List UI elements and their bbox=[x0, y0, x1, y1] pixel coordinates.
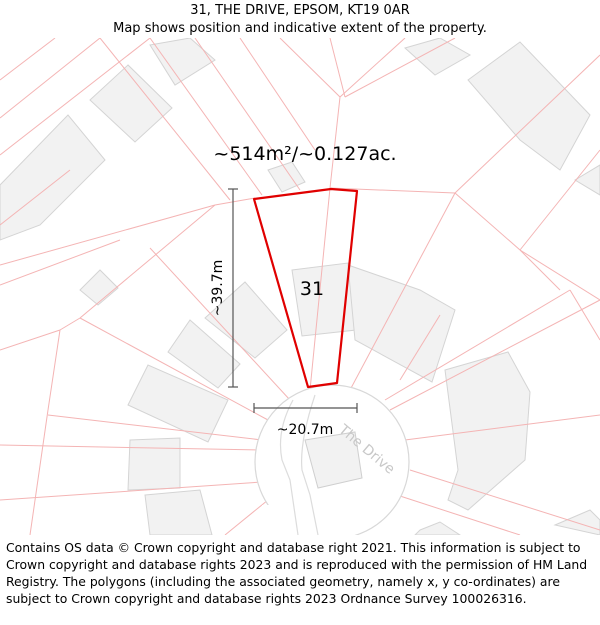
property-boundary[interactable] bbox=[252, 187, 359, 389]
copyright-notice: Contains OS data © Crown copyright and d… bbox=[6, 540, 588, 606]
road: The Drive bbox=[254, 384, 410, 535]
building bbox=[574, 164, 600, 196]
header: 31, THE DRIVE, EPSOM, KT19 0AR Map shows… bbox=[0, 0, 600, 38]
height-dimension bbox=[228, 188, 238, 388]
island bbox=[304, 431, 363, 489]
building bbox=[149, 38, 216, 86]
width-label: ~20.7m bbox=[277, 422, 334, 438]
building bbox=[267, 161, 306, 193]
building bbox=[127, 364, 229, 443]
height-label: ~39.7m bbox=[210, 260, 226, 317]
map-subtitle: Map shows position and indicative extent… bbox=[113, 21, 487, 36]
map-canvas: The Drive ~514m²/~0.127ac. 31 ~39.7m ~20… bbox=[0, 38, 600, 535]
building bbox=[403, 38, 472, 76]
area-label: ~514m²/~0.127ac. bbox=[213, 143, 396, 165]
building bbox=[467, 41, 591, 171]
house-number: 31 bbox=[300, 278, 324, 300]
buildings bbox=[0, 38, 600, 535]
building bbox=[204, 281, 288, 359]
building bbox=[89, 64, 173, 143]
building bbox=[144, 489, 213, 535]
building bbox=[79, 269, 119, 306]
boundaries bbox=[0, 38, 600, 535]
building bbox=[414, 521, 461, 535]
building bbox=[0, 114, 106, 241]
building bbox=[444, 351, 531, 511]
map-view[interactable]: The Drive ~514m²/~0.127ac. 31 ~39.7m ~20… bbox=[0, 38, 600, 535]
building bbox=[167, 319, 241, 389]
building bbox=[127, 437, 181, 491]
width-dimension bbox=[253, 403, 358, 413]
building bbox=[347, 264, 456, 383]
map-title: 31, THE DRIVE, EPSOM, KT19 0AR bbox=[190, 3, 410, 18]
